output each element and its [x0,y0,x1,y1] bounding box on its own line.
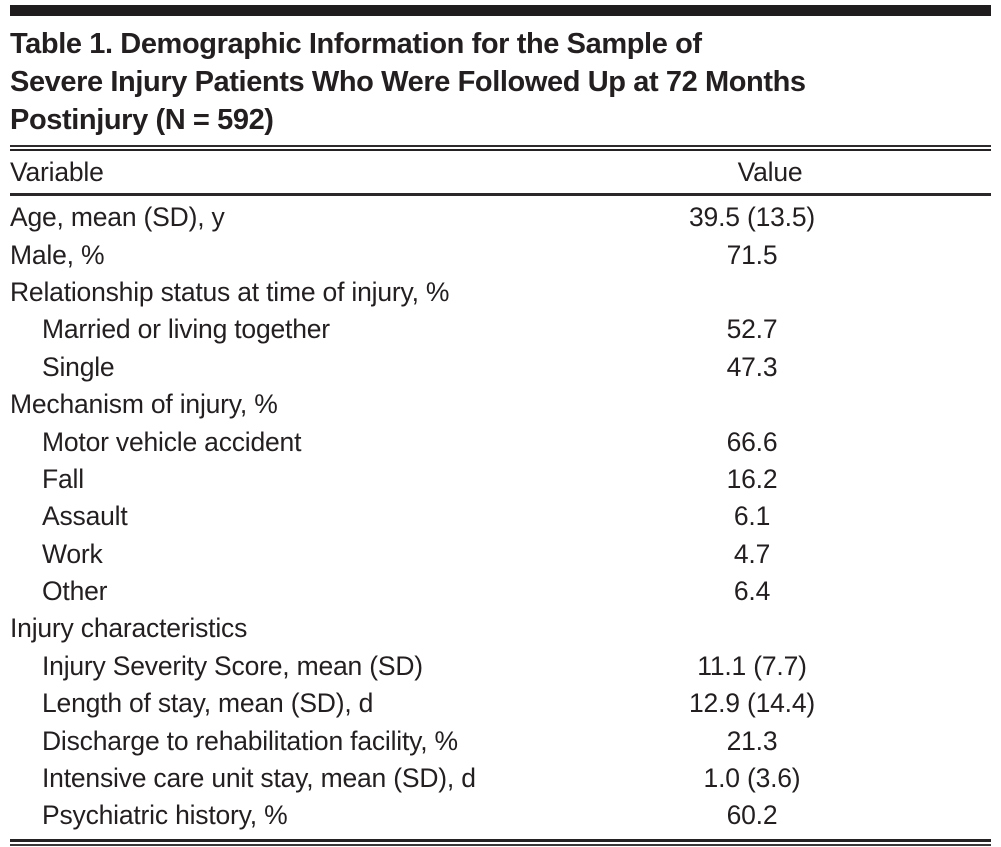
row-value: 4.7 [733,538,771,569]
row-label: Single [42,351,115,382]
row-value: 71.5 [726,239,778,270]
row-label: Motor vehicle accident [42,426,302,457]
row-value: 16.2 [726,463,778,494]
row-label: Other [42,576,108,607]
table-row: Other 6.4 [10,573,991,610]
table-row: Mechanism of injury, % [10,386,991,423]
row-value: 6.1 [733,501,771,532]
row-label: Injury Severity Score, mean (SD) [42,650,423,681]
row-value: 21.3 [726,725,778,756]
row-value: 11.1 (7.7) [697,650,807,681]
column-header-variable: Variable [10,156,104,187]
row-label: Discharge to rehabilitation facility, % [42,725,458,756]
table-row: Male, % 71.5 [10,236,991,273]
table-row: Assault 6.1 [10,498,991,535]
table-row: Discharge to rehabilitation facility, % … [10,722,991,759]
row-label: Work [42,538,103,569]
table-title-line-1: Table 1. Demographic Information for the… [10,28,702,60]
table-title: Table 1. Demographic Information for the… [10,25,991,139]
row-label: Injury characteristics [10,613,248,644]
table-header-row: Variable Value [10,151,991,193]
table-row: Married or living together 52.7 [10,311,991,348]
row-value: 47.3 [726,351,778,382]
bottom-rule [10,838,991,846]
row-value: 1.0 (3.6) [703,763,801,794]
row-value: 52.7 [726,314,778,345]
table-body: Age, mean (SD), y 39.5 (13.5) Male, % 71… [10,196,991,835]
row-label: Fall [42,463,84,494]
row-label: Psychiatric history, % [42,800,288,831]
table-row: Intensive care unit stay, mean (SD), d 1… [10,760,991,797]
table-row: Fall 16.2 [10,461,991,498]
row-label: Age, mean (SD), y [10,202,225,233]
row-value: 12.9 (14.4) [689,688,815,719]
table-top-bar [10,5,991,16]
table-row: Single 47.3 [10,349,991,386]
row-value: 66.6 [726,426,778,457]
table-row: Relationship status at time of injury, % [10,274,991,311]
table-row: Psychiatric history, % 60.2 [10,797,991,834]
row-value: 39.5 (13.5) [689,202,815,233]
row-label: Male, % [10,239,105,270]
row-label: Relationship status at time of injury, % [10,276,450,307]
row-label: Mechanism of injury, % [10,389,278,420]
column-header-value: Value [737,156,803,187]
table-row: Age, mean (SD), y 39.5 (13.5) [10,199,991,236]
table-row: Injury characteristics [10,610,991,647]
row-value: 60.2 [726,800,778,831]
row-label: Married or living together [42,314,330,345]
row-value: 6.4 [733,576,771,607]
header-separator-rule [10,193,991,196]
row-label: Length of stay, mean (SD), d [42,688,374,719]
table-row: Work 4.7 [10,536,991,573]
table-row: Length of stay, mean (SD), d 12.9 (14.4) [10,685,991,722]
title-separator-rule [10,145,991,151]
table-row: Motor vehicle accident 66.6 [10,423,991,460]
row-label: Intensive care unit stay, mean (SD), d [42,763,476,794]
row-label: Assault [42,501,128,532]
table-title-line-2: Severe Injury Patients Who Were Followed… [10,66,806,98]
table-title-line-3: Postinjury (N = 592) [10,104,274,136]
table-row: Injury Severity Score, mean (SD) 11.1 (7… [10,648,991,685]
